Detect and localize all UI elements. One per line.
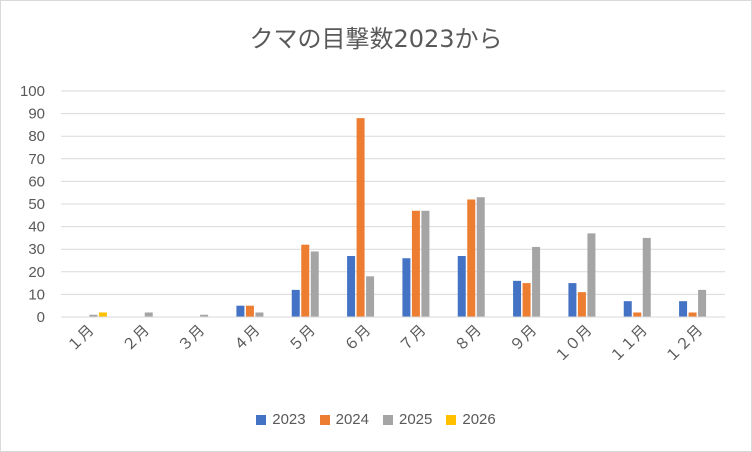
bar-2023-10 <box>568 283 577 317</box>
bar-2024-10 <box>577 292 586 317</box>
bar-2023-9 <box>513 280 522 317</box>
x-tick-label: ７月 <box>396 322 429 355</box>
x-tick-label: １１月 <box>607 322 651 366</box>
y-tick-label: 10 <box>28 286 45 303</box>
legend-label: 2024 <box>335 411 369 428</box>
legend-item-2026: 2026 <box>446 411 496 428</box>
legend-swatch <box>446 414 457 425</box>
bar-2025-1 <box>89 314 98 317</box>
x-tick-label: １２月 <box>662 322 706 366</box>
bar-2024-11 <box>633 312 642 317</box>
legend-item-2023: 2023 <box>256 411 306 428</box>
bar-2024-9 <box>522 283 531 317</box>
bar-2025-12 <box>698 289 707 317</box>
bar-2023-7 <box>402 258 411 317</box>
x-tick-label: ４月 <box>230 322 263 355</box>
x-tick-label: ３月 <box>175 322 208 355</box>
x-tick-label: １０月 <box>552 322 596 366</box>
legend-swatch <box>256 414 267 425</box>
bar-2026-1 <box>98 312 107 317</box>
bar-2025-2 <box>144 312 153 317</box>
bar-2025-7 <box>421 210 430 317</box>
bar-2023-6 <box>347 255 356 317</box>
x-tick-label: ２月 <box>120 322 153 355</box>
bar-2025-11 <box>642 237 651 317</box>
legend-label: 2025 <box>399 411 433 428</box>
y-tick-label: 60 <box>28 173 45 190</box>
y-tick-label: 30 <box>28 241 45 258</box>
bar-2025-4 <box>255 312 264 317</box>
bar-2025-5 <box>310 251 319 317</box>
x-tick-label: ５月 <box>286 322 319 355</box>
legend-swatch <box>319 414 330 425</box>
y-tick-label: 90 <box>28 106 45 123</box>
bar-2025-6 <box>366 276 375 317</box>
chart-title: クマの目撃数2023から <box>249 25 503 53</box>
y-tick-label: 70 <box>28 151 45 168</box>
legend: 2023 2024 2025 2026 <box>1 411 751 428</box>
bar-2023-12 <box>679 301 688 317</box>
y-tick-label: 100 <box>20 83 45 100</box>
bar-2025-9 <box>532 246 541 317</box>
x-tick-label: ８月 <box>452 322 485 355</box>
bar-2023-11 <box>623 301 632 317</box>
bar-2023-5 <box>291 289 300 317</box>
legend-label: 2026 <box>462 411 496 428</box>
bar-2025-10 <box>587 233 596 317</box>
legend-swatch <box>383 414 393 425</box>
y-tick-label: 50 <box>28 196 45 213</box>
bar-2023-8 <box>457 255 466 317</box>
bar-2024-4 <box>245 305 254 317</box>
legend-label: 2023 <box>272 411 306 428</box>
x-tick-label: ６月 <box>341 322 374 355</box>
bar-2025-8 <box>476 197 485 317</box>
y-tick-label: 20 <box>28 264 45 281</box>
y-tick-label: 0 <box>37 309 45 326</box>
bar-2024-5 <box>301 244 310 317</box>
legend-item-2024: 2024 <box>319 411 369 428</box>
bar-2025-3 <box>200 314 209 317</box>
bar-2023-4 <box>236 305 245 317</box>
bar-2024-12 <box>688 312 697 317</box>
x-tick-label: ９月 <box>507 322 540 355</box>
y-tick-label: 80 <box>28 128 45 145</box>
x-tick-label: １月 <box>64 322 97 355</box>
legend-item-2025: 2025 <box>383 411 432 428</box>
bar-2024-8 <box>467 199 476 317</box>
y-tick-label: 40 <box>28 219 45 236</box>
bar-2024-7 <box>411 210 420 317</box>
bar-2024-6 <box>356 118 365 318</box>
